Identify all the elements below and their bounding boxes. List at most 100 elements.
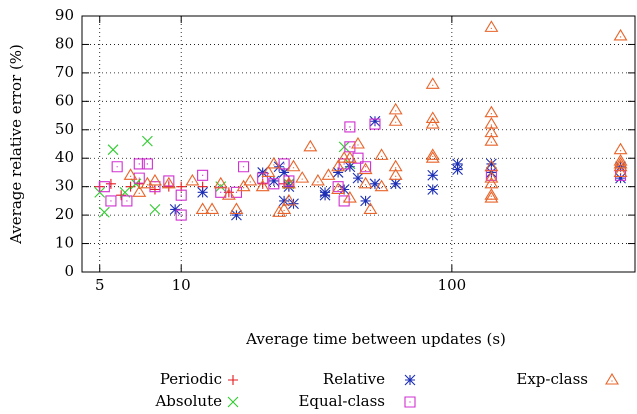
legend-label: Absolute	[154, 392, 222, 410]
data-point	[149, 204, 161, 215]
data-point	[358, 162, 373, 175]
data-point	[268, 178, 280, 190]
data-point	[169, 204, 181, 215]
data-point	[390, 178, 402, 190]
data-point	[175, 209, 187, 221]
data-point	[319, 189, 331, 201]
data-point	[484, 125, 499, 138]
data-point	[197, 169, 209, 181]
data-point	[141, 158, 153, 170]
data-point	[266, 156, 281, 169]
data-point	[352, 172, 364, 184]
data-point	[288, 198, 299, 210]
data-point	[255, 179, 270, 192]
data-point	[268, 175, 280, 187]
data-point	[197, 186, 209, 198]
legend-marker	[227, 396, 239, 408]
data-point	[484, 159, 499, 172]
data-point	[342, 151, 357, 163]
data-point	[332, 167, 344, 178]
data-point	[425, 117, 440, 129]
data-point	[98, 206, 110, 218]
y-tick-label: 90	[55, 6, 74, 24]
data-point	[286, 159, 301, 172]
data-point	[94, 186, 106, 198]
y-axis-label: Average relative error (%)	[7, 44, 25, 245]
data-point	[321, 168, 336, 180]
data-point	[615, 172, 626, 184]
data-point	[427, 184, 439, 195]
data-point	[425, 77, 440, 89]
data-point	[281, 193, 296, 206]
data-point	[351, 136, 365, 149]
data-point	[161, 176, 176, 189]
x-tick-label: 100	[438, 276, 467, 294]
data-point	[369, 118, 381, 130]
y-tick-label: 30	[55, 177, 74, 195]
data-point	[105, 195, 117, 207]
data-point	[111, 161, 123, 173]
data-point	[121, 195, 133, 207]
data-point	[195, 202, 210, 214]
data-point	[236, 179, 251, 192]
data-point	[125, 181, 136, 192]
data-point	[283, 181, 295, 193]
data-point	[374, 179, 389, 192]
y-tick-label: 40	[55, 148, 74, 166]
y-tick-label: 60	[55, 91, 74, 109]
data-point	[295, 171, 310, 183]
data-point	[484, 176, 499, 189]
plot-frame	[81, 15, 636, 273]
data-point	[342, 190, 357, 203]
data-point	[427, 169, 439, 181]
data-point	[243, 173, 258, 186]
data-point	[107, 144, 119, 156]
y-tick-label: 0	[64, 262, 74, 280]
data-point	[278, 158, 290, 170]
data-point	[425, 148, 440, 160]
data-point	[613, 142, 628, 155]
data-point	[185, 173, 200, 186]
data-point	[484, 105, 499, 118]
data-point	[613, 165, 628, 177]
data-point	[105, 178, 116, 189]
data-point	[344, 161, 356, 173]
data-point	[98, 181, 110, 193]
legend-label: Periodic	[160, 370, 222, 388]
data-point	[281, 176, 296, 189]
data-point	[149, 184, 160, 195]
data-point	[452, 164, 463, 175]
data-point	[278, 195, 290, 207]
data-point	[331, 159, 346, 172]
data-point	[221, 188, 236, 200]
data-point	[163, 181, 174, 192]
data-point	[344, 121, 356, 133]
legend-label: Equal-class	[298, 392, 385, 410]
data-point	[363, 202, 378, 214]
data-point	[352, 152, 364, 164]
data-point	[310, 173, 325, 186]
data-point	[231, 209, 242, 221]
data-point	[132, 185, 147, 197]
data-point	[278, 167, 290, 178]
legend-marker	[228, 375, 238, 385]
data-point	[388, 102, 403, 115]
x-tick-label: 5	[95, 276, 105, 294]
data-point	[388, 159, 403, 172]
data-point	[338, 141, 350, 153]
data-point	[484, 134, 499, 146]
data-point	[369, 178, 381, 190]
data-point	[374, 148, 389, 160]
data-point	[238, 161, 250, 173]
data-point	[213, 176, 228, 189]
data-point	[484, 190, 499, 203]
data-point	[175, 189, 187, 201]
data-point	[148, 173, 162, 186]
data-point	[388, 114, 403, 126]
legend-label: Exp-class	[516, 370, 588, 388]
y-tick-label: 20	[55, 205, 74, 223]
data-point	[229, 202, 244, 214]
data-point	[116, 190, 127, 201]
legend-marker	[404, 396, 416, 408]
